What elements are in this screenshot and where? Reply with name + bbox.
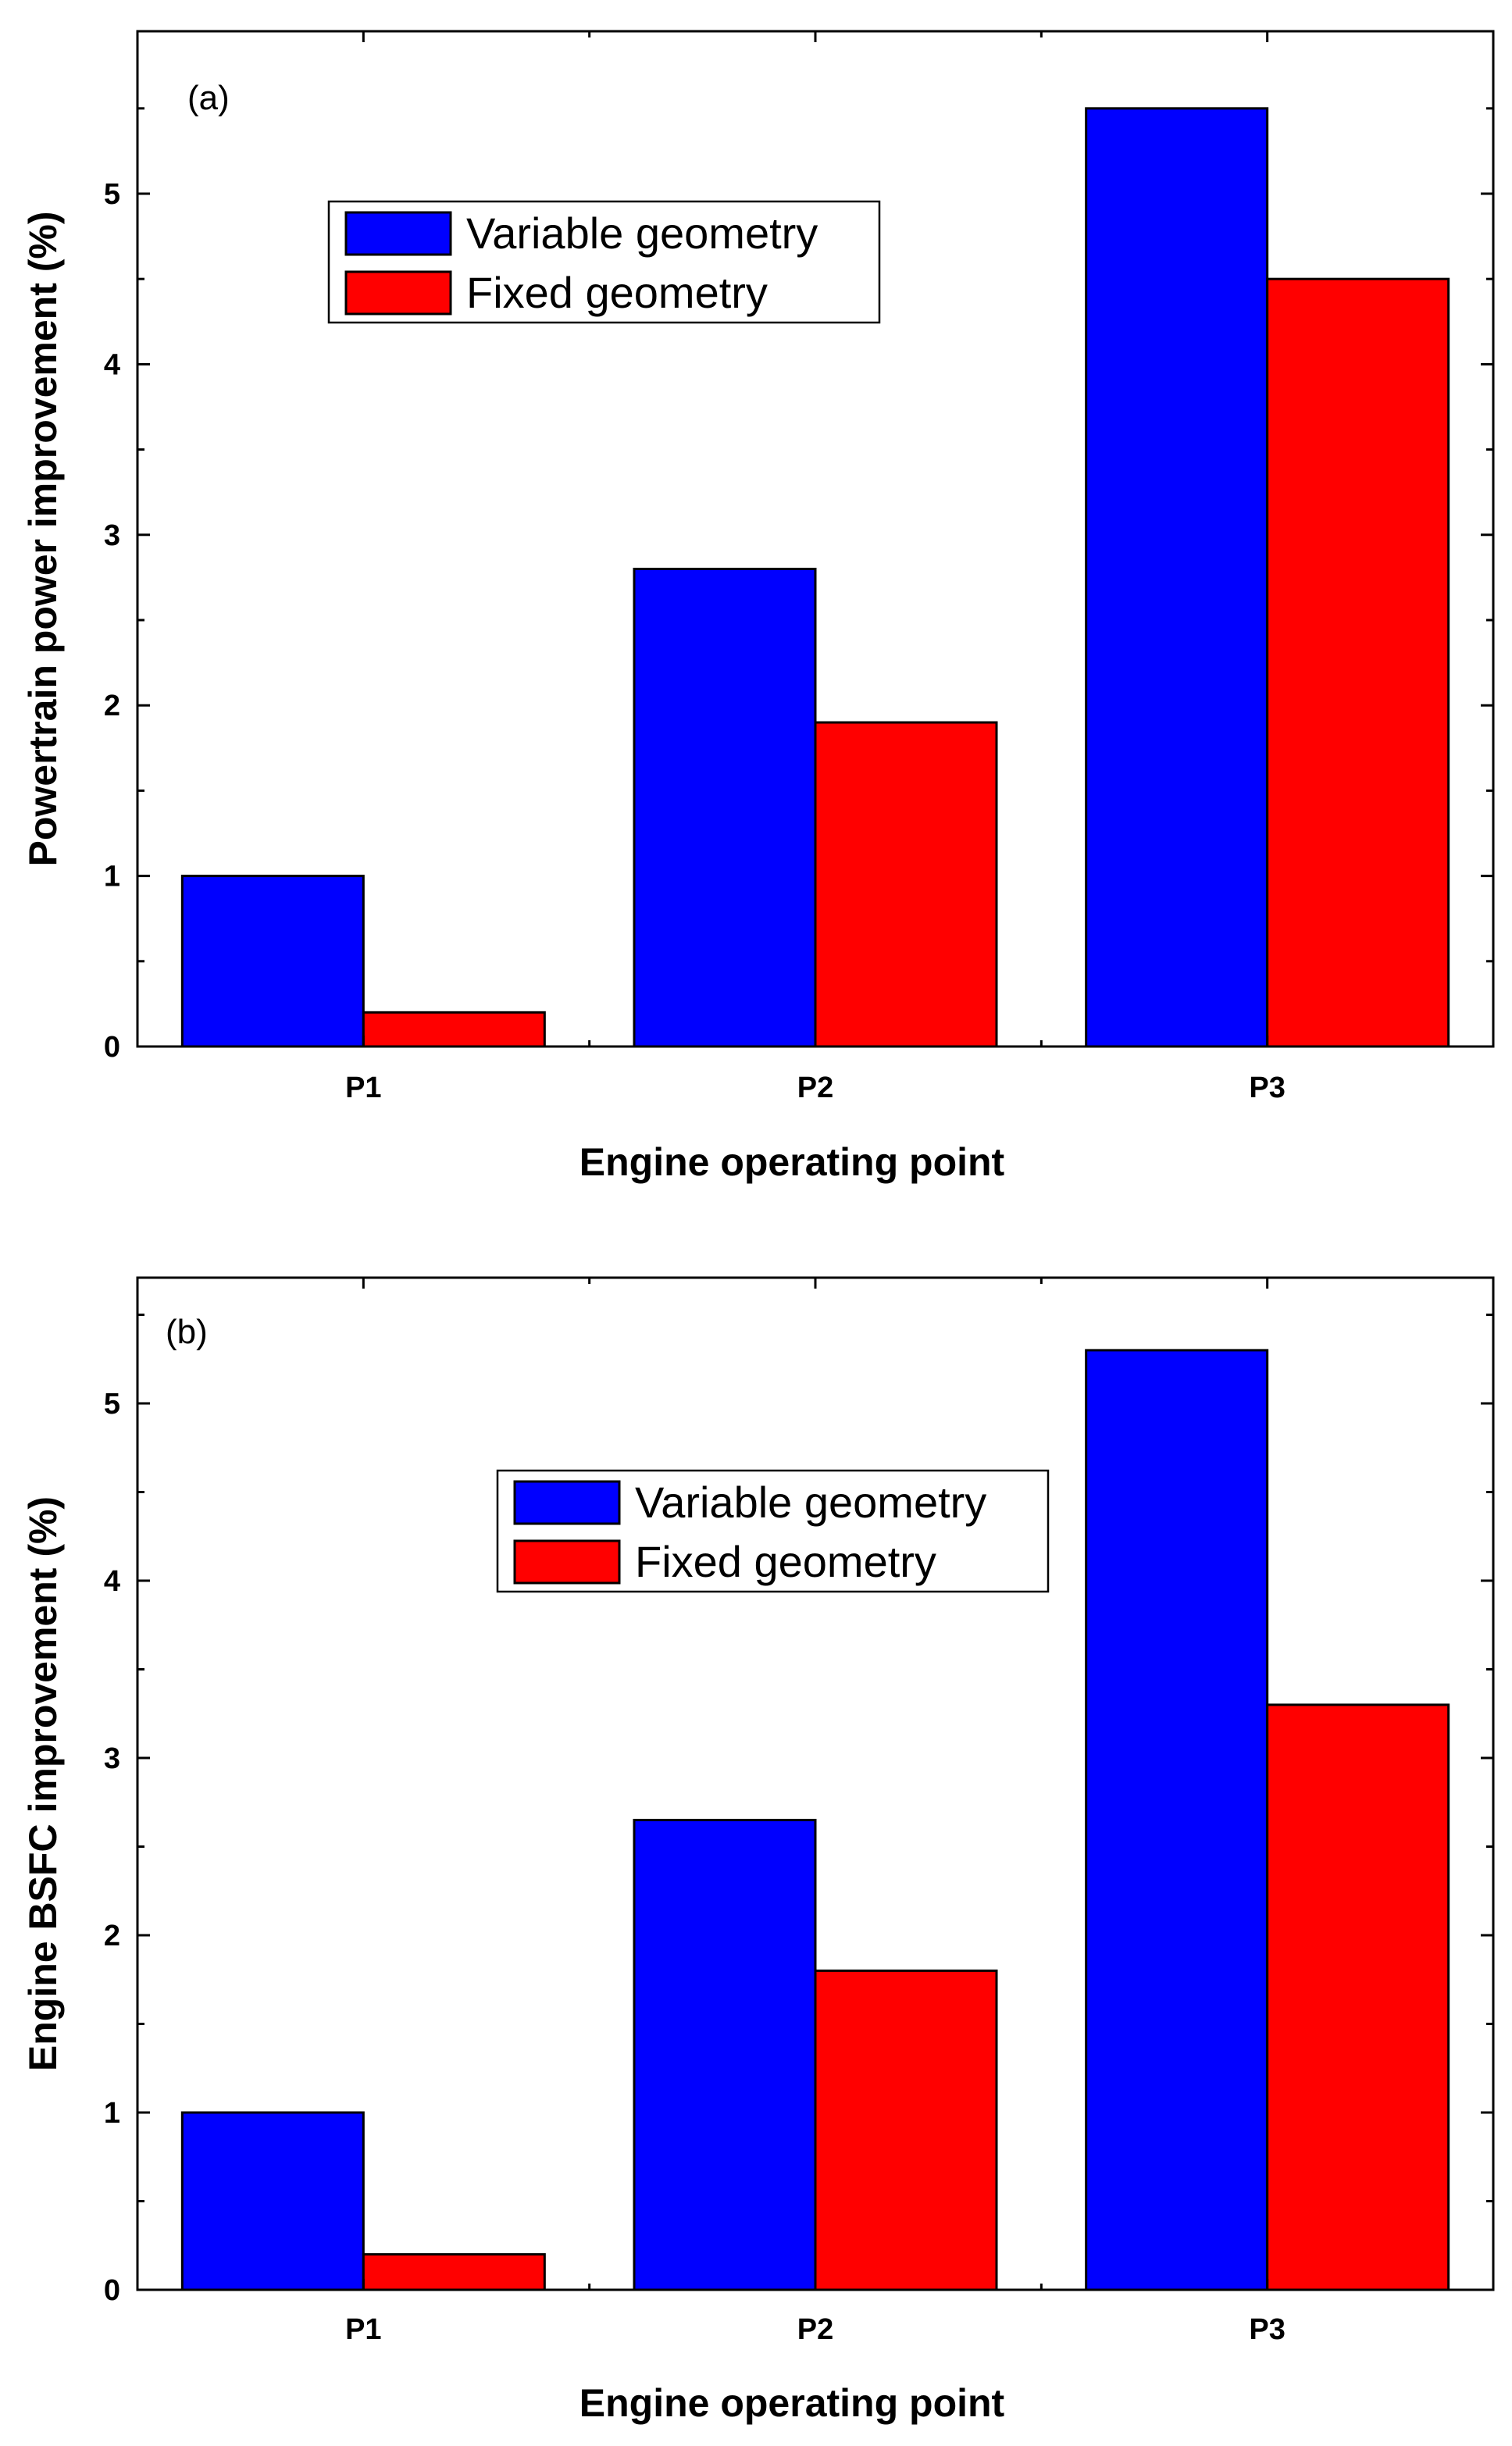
bar-p1-variable: [180, 2111, 365, 2291]
bar-p3-variable: [1085, 1349, 1269, 2291]
y-tick-label: 1: [104, 861, 120, 893]
bar-p2-fixed: [814, 1969, 998, 2291]
y-tick-label: 0: [104, 2274, 120, 2307]
legend: Variable geometry Fixed geometry: [496, 1469, 1050, 1593]
x-tick-label: P2: [797, 1071, 833, 1104]
panel-label: (b): [166, 1313, 208, 1351]
x-tick-label: P3: [1249, 2313, 1285, 2346]
y-tick-label: 1: [104, 2097, 120, 2130]
x-tick-label: P1: [345, 1071, 381, 1104]
y-axis-title: Powertrain power improvement (%): [21, 211, 65, 866]
legend: Variable geometry Fixed geometry: [327, 200, 881, 324]
y-tick-label: 3: [104, 519, 120, 552]
bar-p2-variable: [633, 567, 817, 1048]
x-tick-label: P3: [1249, 1071, 1285, 1104]
bar-p1-variable: [180, 875, 365, 1048]
y-tick-label: 3: [104, 1742, 120, 1775]
y-tick-label: 5: [104, 1388, 120, 1421]
x-tick-label: P2: [797, 2313, 833, 2346]
legend-label-variable: Variable geometry: [635, 1478, 986, 1527]
y-tick-label: 2: [104, 690, 120, 722]
bar-p1-fixed: [362, 1011, 546, 1048]
x-axis-title: Engine operating point: [579, 2381, 1005, 2425]
legend-swatch-fixed: [344, 270, 452, 316]
x-axis-title: Engine operating point: [579, 1140, 1005, 1184]
chart-panel-a: P1 P2 P3 0 1 2 3 4 5 (a) Engine operating point Pow…: [21, 30, 1495, 1184]
legend-swatch-fixed: [513, 1539, 621, 1585]
y-tick-label: 5: [104, 178, 120, 211]
chart-panel-b: P1 P2 P3 0 1 2 3 4 5 (b) Engine operating point Eng…: [21, 1276, 1495, 2425]
bar-p3-variable: [1085, 107, 1269, 1048]
bar-p2-fixed: [814, 721, 998, 1048]
plot-frame: [136, 30, 1495, 1048]
y-tick-label: 2: [104, 1920, 120, 1952]
y-tick-label: 0: [104, 1031, 120, 1064]
legend-label-fixed: Fixed geometry: [635, 1537, 936, 1586]
bar-p1-fixed: [362, 2253, 546, 2291]
legend-label-fixed: Fixed geometry: [466, 268, 768, 317]
bar-p3-fixed: [1266, 1703, 1450, 2291]
y-tick-label: 4: [104, 1565, 120, 1598]
x-tick-label: P1: [345, 2313, 381, 2346]
bar-p3-fixed: [1266, 277, 1450, 1048]
panel-label: (a): [187, 79, 230, 117]
legend-swatch-variable: [344, 211, 452, 256]
legend-swatch-variable: [513, 1480, 621, 1525]
y-axis-title: Engine BSFC improvement (%): [21, 1496, 65, 2071]
plot-frame: [136, 1276, 1495, 2291]
bar-p2-variable: [633, 1818, 817, 2291]
legend-label-variable: Variable geometry: [466, 209, 818, 258]
y-tick-label: 4: [104, 348, 120, 381]
